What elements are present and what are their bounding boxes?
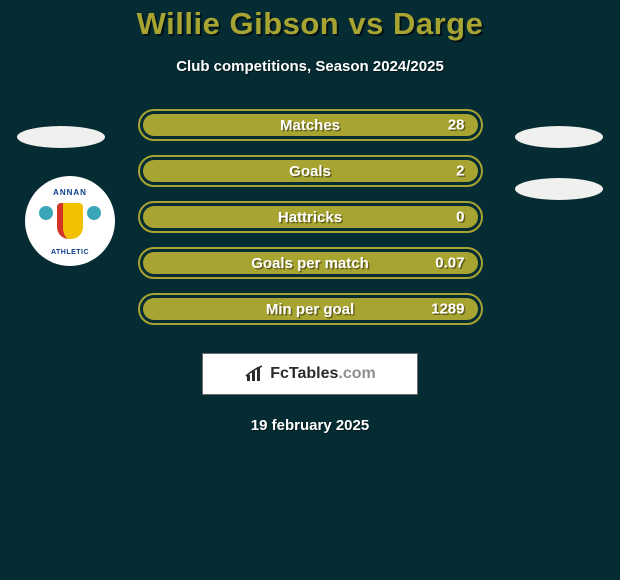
stat-value: 1289 bbox=[431, 301, 464, 318]
player2-name-placeholder bbox=[515, 126, 603, 148]
date-line: 19 february 2025 bbox=[0, 417, 620, 434]
badge-text-top: ANNAN bbox=[53, 188, 87, 197]
badge-text-bottom: ATHLETIC bbox=[51, 249, 89, 256]
stat-row: Hattricks 0 bbox=[138, 201, 483, 233]
player1-name-placeholder bbox=[17, 126, 105, 148]
stat-label: Matches bbox=[280, 117, 340, 134]
shield-icon bbox=[57, 203, 83, 239]
fctables-logo: FcTables.com bbox=[202, 353, 418, 395]
bar-chart-icon bbox=[244, 365, 266, 383]
stat-value: 0 bbox=[456, 209, 464, 226]
stat-label: Goals per match bbox=[251, 255, 369, 272]
subtitle: Club competitions, Season 2024/2025 bbox=[0, 58, 620, 75]
thistle-icon bbox=[87, 206, 101, 220]
stat-rows: Matches 28 Goals 2 Hattricks 0 Goals per match… bbox=[138, 109, 483, 325]
logo-text: FcTables.com bbox=[270, 365, 376, 383]
page-title: Willie Gibson vs Darge bbox=[0, 0, 620, 42]
stat-value: 28 bbox=[448, 117, 465, 134]
stat-label: Hattricks bbox=[278, 209, 342, 226]
stat-row: Min per goal 1289 bbox=[138, 293, 483, 325]
stat-value: 2 bbox=[456, 163, 464, 180]
stat-row: Goals per match 0.07 bbox=[138, 247, 483, 279]
club-badge-inner: ANNAN ATHLETIC bbox=[35, 186, 105, 256]
stat-row: Goals 2 bbox=[138, 155, 483, 187]
thistle-icon bbox=[39, 206, 53, 220]
stat-row: Matches 28 bbox=[138, 109, 483, 141]
logo-text-tld: .com bbox=[338, 365, 375, 382]
stat-value: 0.07 bbox=[435, 255, 464, 272]
stat-label: Min per goal bbox=[266, 301, 354, 318]
logo-text-main: FcTables bbox=[270, 365, 338, 382]
player1-club-badge: ANNAN ATHLETIC bbox=[25, 176, 115, 266]
player2-club-placeholder bbox=[515, 178, 603, 200]
stat-label: Goals bbox=[289, 163, 331, 180]
